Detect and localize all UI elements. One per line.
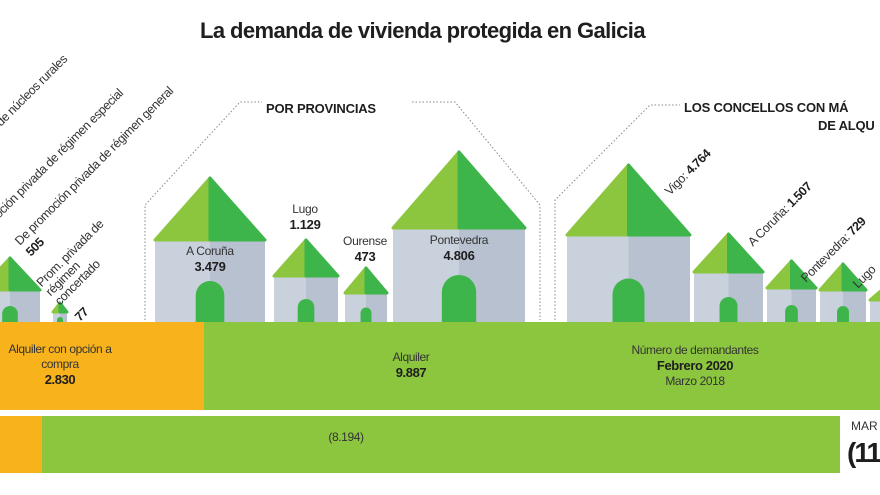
province-lugo: Lugo 1.129 — [272, 202, 338, 232]
house-roof-right — [790, 259, 818, 290]
house-door — [360, 307, 372, 322]
bar-label: Alquiler con opción a compra — [8, 342, 112, 371]
province-value: 3.479 — [194, 259, 226, 274]
province-pontevedra: Pontevedra 4.806 — [396, 233, 522, 263]
provinces-outline-right — [412, 101, 541, 320]
house-province-ourense — [343, 266, 389, 322]
total-prev-value: (11. — [847, 437, 880, 468]
houses — [0, 150, 880, 322]
bar-prev-alquiler-value: (8.194) — [328, 430, 364, 444]
house-type-especial — [0, 256, 42, 322]
house-roof-left — [391, 150, 461, 230]
house-roof-left — [868, 289, 880, 302]
legend-label: Número de demandantes — [631, 343, 759, 357]
provinces-title: POR PROVINCIAS — [262, 101, 380, 116]
house-wall — [0, 290, 10, 322]
bar-label: Alquiler — [392, 350, 430, 364]
house-concello-vigo — [565, 163, 692, 322]
bar-alquiler — [204, 322, 880, 410]
house-roof-left — [272, 238, 308, 278]
house-door — [2, 306, 18, 322]
house-roof-right — [727, 232, 765, 274]
province-ourense: Ourense 473 — [339, 234, 391, 264]
house-door — [297, 299, 315, 322]
house-roof-right — [627, 163, 692, 237]
house-wall — [53, 312, 60, 322]
house-door — [441, 275, 477, 322]
house-concello-lugo — [818, 262, 868, 322]
concellos-outline — [554, 104, 680, 320]
province-name: Ourense — [343, 234, 387, 248]
house-door — [195, 281, 225, 322]
provinces-outline — [144, 101, 262, 320]
legend-current: Febrero 2020 — [656, 358, 734, 373]
house-wall — [870, 300, 880, 322]
house-roof-left — [343, 266, 368, 295]
bar-value: 9.887 — [395, 365, 427, 380]
legend-previous: Marzo 2018 — [665, 374, 725, 388]
house-roof-right — [58, 301, 69, 314]
house-province-a-coruna — [153, 176, 267, 322]
legend: Número de demandantes Febrero 2020 Marzo 2… — [590, 343, 800, 389]
house-concello-pontevedra — [765, 259, 818, 322]
house-roof-right — [8, 256, 42, 292]
bar-prev-alquiler-opcion-compra — [0, 416, 42, 473]
house-province-pontevedra — [391, 150, 527, 322]
total-prev-label: MAR — [851, 419, 878, 433]
bar-value: 2.830 — [44, 372, 76, 387]
house-wall-shade — [60, 312, 67, 322]
province-value: 1.129 — [289, 217, 321, 232]
house-roof-left — [765, 259, 793, 290]
house-concello-extra — [868, 289, 880, 322]
house-door — [719, 297, 738, 322]
house-roof-left — [565, 163, 630, 237]
house-roof-right — [457, 150, 527, 230]
house-roof-right — [841, 262, 868, 292]
concellos-title-line2: DE ALQU — [814, 118, 879, 133]
bar-alquiler-label: Alquiler 9.887 — [366, 350, 456, 381]
bar-alquiler-opcion-compra-label: Alquiler con opción a compra 2.830 — [0, 342, 120, 388]
province-name: A Coruña — [186, 244, 234, 258]
house-door — [837, 306, 849, 322]
house-door — [785, 305, 798, 322]
house-roof-right — [364, 266, 389, 295]
house-door — [612, 278, 645, 322]
bar-alquiler-opcion-compra — [0, 322, 204, 410]
house-type-concertado — [51, 301, 69, 322]
house-roof-left — [692, 232, 730, 274]
bar-prev-alquiler — [42, 416, 840, 473]
house-concello-a-coruna — [692, 232, 765, 322]
house-province-lugo — [272, 238, 340, 322]
house-door — [57, 317, 63, 322]
province-name: Pontevedra — [429, 233, 489, 247]
house-roof-right — [208, 176, 267, 242]
province-a-coruna: A Coruña 3.479 — [155, 244, 265, 274]
province-value: 473 — [354, 249, 376, 264]
province-name: Lugo — [292, 202, 318, 216]
house-roof-left — [153, 176, 212, 242]
house-roof-right — [304, 238, 340, 278]
province-value: 4.806 — [443, 248, 475, 263]
chart-title: La demanda de vivienda protegida en Gali… — [200, 18, 646, 43]
concellos-title-line1: LOS CONCELLOS CON MÁ — [680, 100, 853, 115]
